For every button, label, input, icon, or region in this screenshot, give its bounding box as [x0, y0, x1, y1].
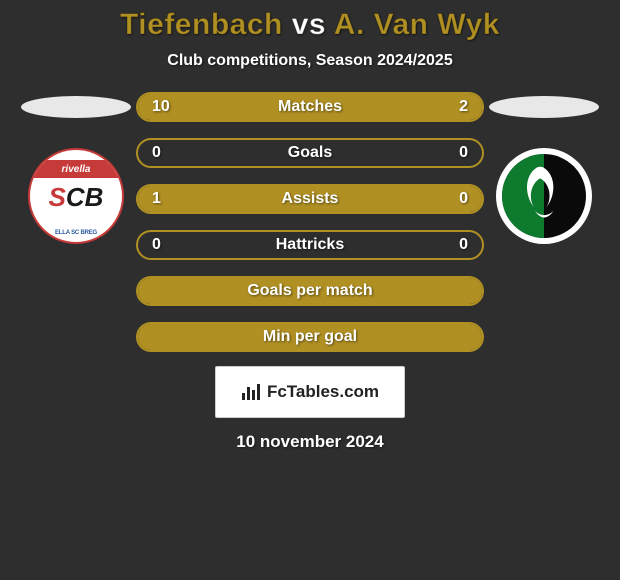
logo-arc-text: ELLA SC BREG [30, 230, 122, 237]
crest-swirl-icon [519, 164, 569, 228]
stat-label: Goals [138, 144, 482, 162]
stat-value-left: 0 [152, 144, 161, 162]
brand-box: FcTables.com [215, 366, 405, 418]
brand-text: FcTables.com [267, 382, 379, 402]
date-text: 10 november 2024 [0, 432, 620, 452]
stat-value-right: 0 [459, 144, 468, 162]
scb-bregenz-logo: rivella SCB ELLA SC BREG [28, 148, 124, 244]
stat-value-left: 1 [152, 190, 161, 208]
stat-label: Hattricks [138, 236, 482, 254]
stat-value-left: 10 [152, 98, 170, 116]
player-left-name: Tiefenbach [120, 8, 283, 41]
vs-text: vs [292, 8, 326, 41]
right-shadow-ellipse [489, 96, 599, 118]
stat-row-goals: Goals0 0 [136, 138, 484, 168]
left-club-column: rivella SCB ELLA SC BREG [16, 92, 136, 244]
stat-row-hattricks: Hattricks0 0 [136, 230, 484, 260]
stat-bars: Matches102Goals00Assists10Hattricks00Goa… [136, 92, 484, 352]
stat-label: Goals per match [138, 282, 482, 300]
stat-row-min-per-goal: Min per goal [136, 322, 484, 352]
subtitle: Club competitions, Season 2024/2025 [0, 52, 620, 70]
sv-ried-logo [496, 148, 592, 244]
page-title: Tiefenbach vs A. Van Wyk [0, 8, 620, 42]
stat-row-goals-per-match: Goals per match [136, 276, 484, 306]
stat-row-matches: Matches10 2 [136, 92, 484, 122]
bar-chart-icon [241, 383, 261, 401]
logo-banner: rivella [30, 160, 122, 178]
stat-value-right: 0 [459, 236, 468, 254]
left-shadow-ellipse [21, 96, 131, 118]
comparison-infographic: Tiefenbach vs A. Van Wyk Club competitio… [0, 0, 620, 580]
stat-value-right: 2 [459, 98, 468, 116]
stat-row-assists: Assists1 0 [136, 184, 484, 214]
player-right-name: A. Van Wyk [334, 8, 500, 41]
stat-value-left: 0 [152, 236, 161, 254]
logo-main-text: SCB [30, 182, 122, 213]
stat-label: Min per goal [138, 328, 482, 346]
stat-label: Matches [138, 98, 482, 116]
stat-label: Assists [138, 190, 482, 208]
right-club-column [484, 92, 604, 244]
stat-value-right: 0 [459, 190, 468, 208]
comparison-columns: rivella SCB ELLA SC BREG Matches102Goals… [0, 92, 620, 352]
